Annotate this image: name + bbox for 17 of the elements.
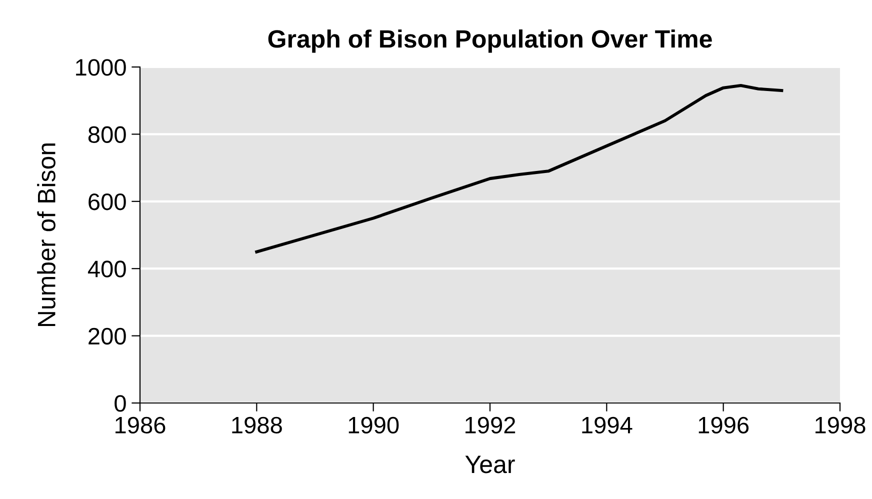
y-tick-label: 400 [88,260,126,278]
y-axis-title: Number of Bison [37,144,56,326]
x-tick-label: 1990 [348,416,399,434]
x-tick-label: 1996 [698,416,749,434]
x-axis-title: Year [465,456,515,474]
y-tick-label: 800 [88,126,126,143]
x-tick-label: 1998 [816,416,866,434]
chart-title: Graph of Bison Population Over Time [268,29,712,53]
y-tick-label: 600 [88,193,126,210]
x-tick-label: 1988 [232,416,282,434]
y-tick-label: 1000 [76,59,126,76]
y-tick-label: 200 [88,328,126,345]
y-tick-label: 0 [114,395,126,412]
x-tick-label: 1994 [582,416,632,434]
x-tick-label: 1992 [466,416,516,434]
line-series [255,84,784,254]
x-tick-label: 1986 [116,416,166,434]
